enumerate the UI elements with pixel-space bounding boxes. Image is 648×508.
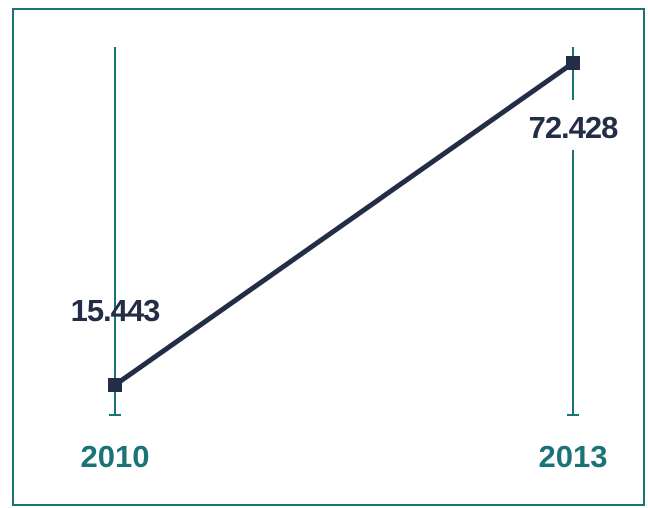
data-label-2010: 15.443 [71, 293, 161, 328]
series-line-group [112, 60, 576, 388]
data-point-2013 [566, 56, 580, 70]
drop-lines [109, 47, 579, 416]
x-tick-label-2013: 2013 [539, 439, 608, 474]
chart-frame [12, 8, 645, 506]
data-labels: 15.443 72.428 [71, 110, 620, 328]
label-backdrop [567, 100, 579, 150]
data-point-2010 [108, 378, 122, 392]
series-line [112, 60, 576, 388]
markers [108, 56, 580, 392]
x-tick-label-2010: 2010 [81, 439, 150, 474]
x-axis-labels: 2010 2013 [81, 439, 608, 474]
data-label-2013: 72.428 [529, 110, 619, 145]
